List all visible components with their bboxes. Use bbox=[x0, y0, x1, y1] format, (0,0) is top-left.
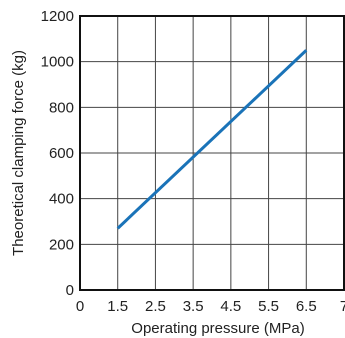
y-tick-label: 0 bbox=[66, 282, 74, 299]
y-tick-label: 800 bbox=[49, 99, 74, 116]
x-tick-label: 7 bbox=[340, 298, 345, 315]
x-tick-label: 5.5 bbox=[258, 298, 279, 315]
x-tick-label: 1.5 bbox=[107, 298, 128, 315]
x-tick-label: 3.5 bbox=[183, 298, 204, 315]
x-tick-labels: 0 1.5 2.5 3.5 4.5 5.5 6.5 7 bbox=[76, 298, 345, 315]
x-tick-label: 4.5 bbox=[220, 298, 241, 315]
x-tick-label: 6.5 bbox=[296, 298, 317, 315]
x-tick-label: 0 bbox=[76, 298, 84, 315]
grid bbox=[80, 16, 344, 290]
series-layer bbox=[116, 49, 308, 230]
y-tick-label: 600 bbox=[49, 145, 74, 162]
y-axis-title: Theoretical clamping force (kg) bbox=[10, 50, 27, 256]
x-tick-label: 2.5 bbox=[145, 298, 166, 315]
plot-frame bbox=[79, 15, 345, 291]
y-tick-label: 1200 bbox=[41, 8, 74, 25]
y-tick-label: 400 bbox=[49, 191, 74, 208]
x-axis-title: Operating pressure (MPa) bbox=[131, 320, 304, 337]
y-tick-labels: 0 200 400 600 800 1000 1200 bbox=[41, 8, 74, 299]
y-tick-label: 1000 bbox=[41, 54, 74, 71]
series-line bbox=[116, 49, 308, 230]
y-tick-label: 200 bbox=[49, 236, 74, 253]
